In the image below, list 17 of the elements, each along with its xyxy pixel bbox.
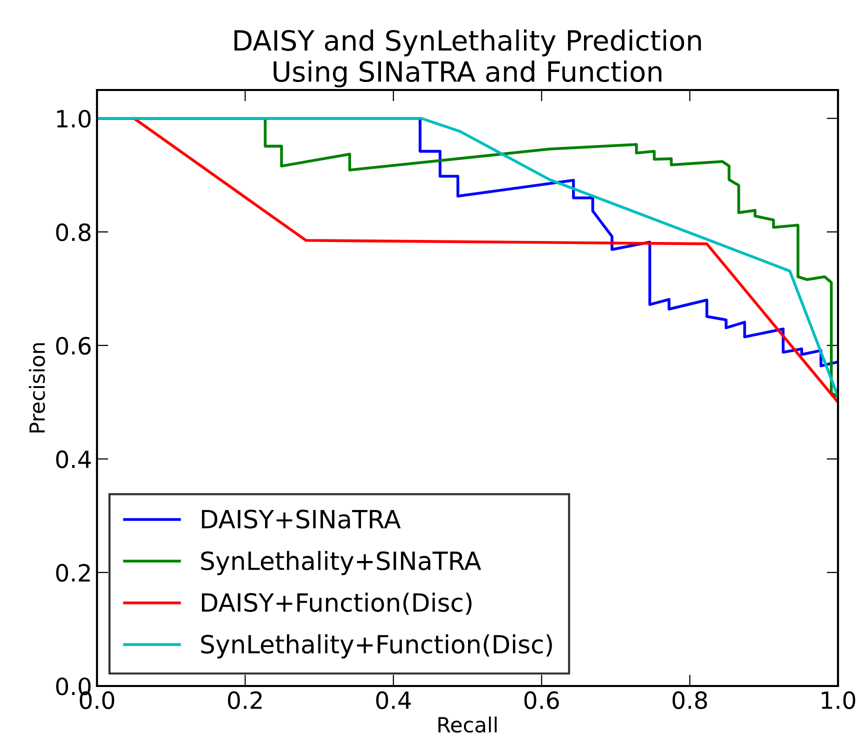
y-tick-label: 0.8	[56, 223, 91, 242]
legend-label: SynLethality+Function(Disc)	[201, 634, 552, 658]
y-tick-label: 1.0	[57, 110, 91, 128]
x-tick-label: 1.0	[822, 691, 856, 710]
y-tick-label: 0.2	[56, 564, 90, 582]
x-tick-label: 0.4	[376, 691, 411, 710]
y-tick-label: 0.4	[56, 450, 91, 468]
x-tick-label: 0.2	[228, 691, 262, 710]
legend-label: DAISY+SINaTRA	[202, 510, 401, 529]
chart-title: DAISY and SynLethality Prediction Using SINaTRA and Function	[234, 29, 701, 88]
x-tick-label: 0.6	[524, 691, 559, 710]
legend-label: DAISY+Function(Disc)	[202, 592, 472, 615]
y-axis-title: Precision	[28, 343, 45, 432]
legend-label: SynLethality+SINaTRA	[201, 550, 482, 576]
x-tick-label: 0.8	[672, 691, 707, 710]
y-tick-label: 0.6	[56, 336, 91, 355]
x-axis-title: Recall	[438, 716, 497, 733]
